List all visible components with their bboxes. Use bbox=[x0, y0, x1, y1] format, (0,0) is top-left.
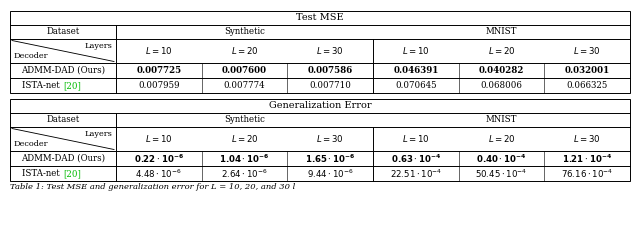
Text: $4.48 \cdot 10^{-6}$: $4.48 \cdot 10^{-6}$ bbox=[136, 167, 182, 180]
Text: 0.068006: 0.068006 bbox=[481, 81, 522, 90]
Text: 0.007586: 0.007586 bbox=[308, 66, 353, 75]
Text: ISTA-net: ISTA-net bbox=[22, 169, 63, 178]
Text: $50.45 \cdot 10^{-4}$: $50.45 \cdot 10^{-4}$ bbox=[476, 167, 527, 180]
Text: $\mathbf{0.40} \cdot \mathbf{10}^{\mathbf{-4}}$: $\mathbf{0.40} \cdot \mathbf{10}^{\mathb… bbox=[476, 152, 527, 165]
Text: $L = 10$: $L = 10$ bbox=[145, 134, 173, 144]
Text: Dataset: Dataset bbox=[46, 27, 79, 37]
Text: Synthetic: Synthetic bbox=[224, 27, 265, 37]
Text: $L = 20$: $L = 20$ bbox=[230, 45, 259, 56]
Text: $L = 20$: $L = 20$ bbox=[230, 134, 259, 144]
Text: $\mathbf{1.65} \cdot \mathbf{10}^{\mathbf{-6}}$: $\mathbf{1.65} \cdot \mathbf{10}^{\mathb… bbox=[305, 152, 355, 165]
Text: Table 1: Test MSE and generalization error for L = 10, 20, and 30 l: Table 1: Test MSE and generalization err… bbox=[10, 183, 295, 191]
Text: [20]: [20] bbox=[63, 81, 81, 90]
Text: Layers: Layers bbox=[84, 130, 112, 138]
Text: $L = 30$: $L = 30$ bbox=[573, 134, 601, 144]
Bar bbox=[10, 11, 630, 93]
Text: ADMM-DAD (Ours): ADMM-DAD (Ours) bbox=[21, 66, 105, 75]
Text: $L = 10$: $L = 10$ bbox=[145, 45, 173, 56]
Text: $L = 30$: $L = 30$ bbox=[316, 45, 344, 56]
Text: $L = 10$: $L = 10$ bbox=[402, 45, 429, 56]
Text: $9.44 \cdot 10^{-6}$: $9.44 \cdot 10^{-6}$ bbox=[307, 167, 353, 180]
Text: $L = 20$: $L = 20$ bbox=[488, 45, 515, 56]
Text: $2.64 \cdot 10^{-6}$: $2.64 \cdot 10^{-6}$ bbox=[221, 167, 268, 180]
Text: $\mathbf{0.22} \cdot \mathbf{10}^{\mathbf{-6}}$: $\mathbf{0.22} \cdot \mathbf{10}^{\mathb… bbox=[134, 152, 184, 165]
Text: $76.16 \cdot 10^{-4}$: $76.16 \cdot 10^{-4}$ bbox=[561, 167, 613, 180]
Text: 0.007710: 0.007710 bbox=[309, 81, 351, 90]
Text: $L = 10$: $L = 10$ bbox=[402, 134, 429, 144]
Text: Layers: Layers bbox=[84, 42, 112, 50]
Text: 0.007959: 0.007959 bbox=[138, 81, 180, 90]
Text: MNIST: MNIST bbox=[486, 27, 517, 37]
Text: 0.070645: 0.070645 bbox=[395, 81, 436, 90]
Text: Decoder: Decoder bbox=[14, 52, 49, 60]
Text: [20]: [20] bbox=[63, 169, 81, 178]
Text: 0.007774: 0.007774 bbox=[224, 81, 266, 90]
Text: $L = 30$: $L = 30$ bbox=[316, 134, 344, 144]
Text: Generalization Error: Generalization Error bbox=[269, 102, 371, 110]
Text: ADMM-DAD (Ours): ADMM-DAD (Ours) bbox=[21, 154, 105, 163]
Bar bbox=[10, 99, 630, 181]
Text: $\mathbf{1.21} \cdot \mathbf{10}^{\mathbf{-4}}$: $\mathbf{1.21} \cdot \mathbf{10}^{\mathb… bbox=[562, 152, 612, 165]
Text: $\mathbf{1.04} \cdot \mathbf{10}^{\mathbf{-6}}$: $\mathbf{1.04} \cdot \mathbf{10}^{\mathb… bbox=[220, 152, 269, 165]
Text: Decoder: Decoder bbox=[14, 140, 49, 148]
Text: MNIST: MNIST bbox=[486, 116, 517, 124]
Text: 0.007600: 0.007600 bbox=[222, 66, 267, 75]
Text: Test MSE: Test MSE bbox=[296, 14, 344, 23]
Text: $L = 20$: $L = 20$ bbox=[488, 134, 515, 144]
Text: 0.040282: 0.040282 bbox=[479, 66, 524, 75]
Text: ISTA-net: ISTA-net bbox=[22, 81, 63, 90]
Text: $L = 30$: $L = 30$ bbox=[573, 45, 601, 56]
Text: Dataset: Dataset bbox=[46, 116, 79, 124]
Text: Synthetic: Synthetic bbox=[224, 116, 265, 124]
Text: 0.007725: 0.007725 bbox=[136, 66, 181, 75]
Text: 0.032001: 0.032001 bbox=[564, 66, 610, 75]
Text: 0.046391: 0.046391 bbox=[393, 66, 438, 75]
Text: $\mathbf{0.63} \cdot \mathbf{10}^{\mathbf{-4}}$: $\mathbf{0.63} \cdot \mathbf{10}^{\mathb… bbox=[390, 152, 441, 165]
Text: $22.51 \cdot 10^{-4}$: $22.51 \cdot 10^{-4}$ bbox=[390, 167, 442, 180]
Text: 0.066325: 0.066325 bbox=[566, 81, 608, 90]
